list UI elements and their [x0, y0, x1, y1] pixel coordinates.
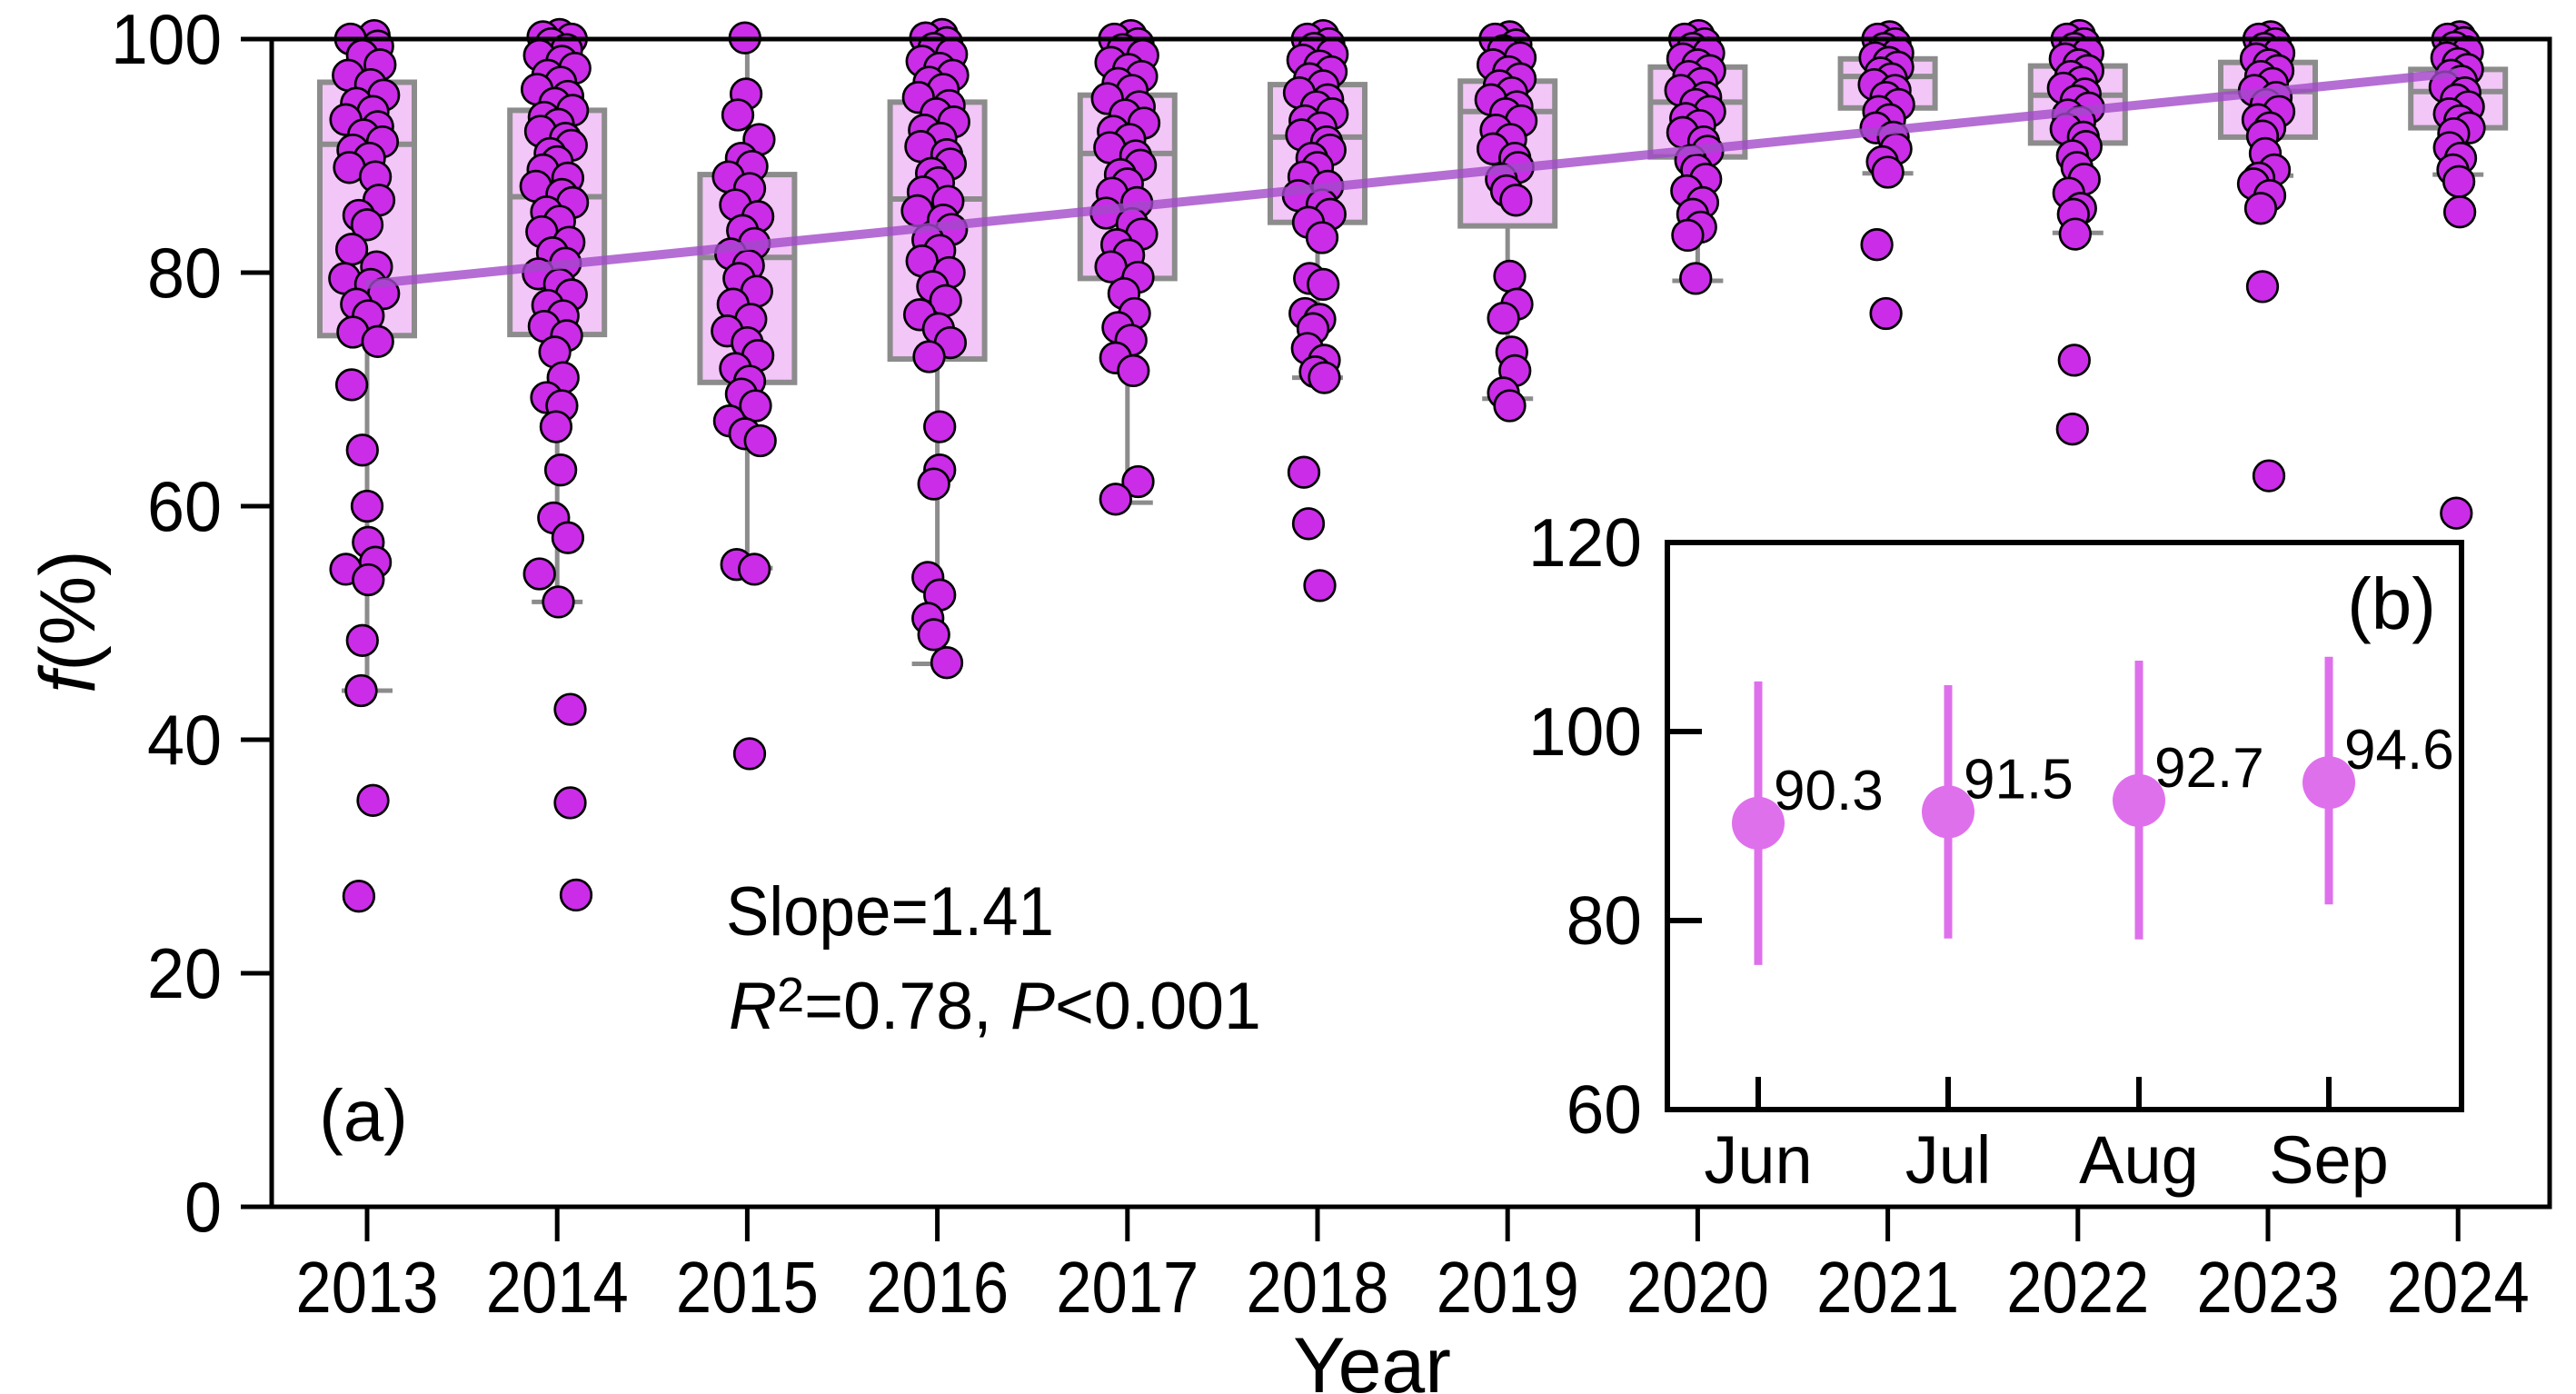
- svg-text:0: 0: [184, 1167, 222, 1247]
- svg-text:2021: 2021: [1816, 1247, 1959, 1328]
- svg-text:(b): (b): [2347, 563, 2436, 644]
- svg-text:91.5: 91.5: [1964, 748, 2074, 811]
- svg-text:94.6: 94.6: [2344, 719, 2454, 782]
- svg-text:40: 40: [147, 700, 222, 780]
- svg-text:2024: 2024: [2387, 1247, 2530, 1328]
- svg-text:100: 100: [1528, 693, 1642, 770]
- svg-text:80: 80: [1566, 882, 1642, 959]
- svg-text:2015: 2015: [676, 1247, 819, 1328]
- svg-text:Aug: Aug: [2079, 1122, 2199, 1198]
- svg-text:2014: 2014: [486, 1247, 629, 1328]
- svg-text:2022: 2022: [2006, 1247, 2149, 1328]
- svg-text:2017: 2017: [1056, 1247, 1198, 1328]
- svg-text:90.3: 90.3: [1774, 760, 1884, 822]
- svg-text:2023: 2023: [2197, 1247, 2340, 1328]
- svg-text:120: 120: [1528, 504, 1642, 581]
- svg-text:100: 100: [111, 0, 222, 79]
- svg-text:2013: 2013: [296, 1247, 439, 1328]
- svg-text:2018: 2018: [1247, 1247, 1389, 1328]
- svg-text:2019: 2019: [1437, 1247, 1579, 1328]
- svg-text:2020: 2020: [1626, 1247, 1769, 1328]
- svg-text:2016: 2016: [866, 1247, 1009, 1328]
- svg-text:f(%): f(%): [25, 550, 112, 693]
- svg-text:60: 60: [1566, 1071, 1642, 1148]
- svg-text:(a): (a): [319, 1075, 408, 1156]
- svg-text:R2=0.78, P<0.001: R2=0.78, P<0.001: [729, 968, 1261, 1043]
- svg-text:Jul: Jul: [1905, 1122, 1992, 1198]
- svg-text:Jun: Jun: [1704, 1122, 1812, 1198]
- svg-text:92.7: 92.7: [2154, 737, 2264, 800]
- svg-text:Slope=1.41: Slope=1.41: [726, 873, 1054, 951]
- svg-text:Year: Year: [1293, 1322, 1451, 1394]
- svg-text:20: 20: [147, 933, 222, 1013]
- svg-text:80: 80: [147, 233, 222, 313]
- svg-text:Sep: Sep: [2269, 1122, 2389, 1198]
- svg-text:60: 60: [147, 466, 222, 546]
